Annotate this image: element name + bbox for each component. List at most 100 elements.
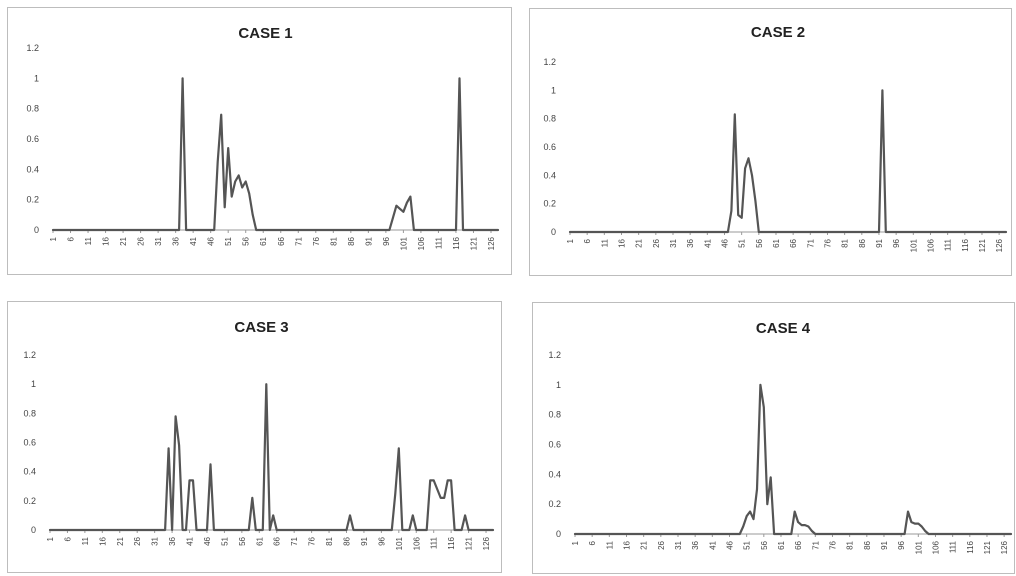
y-tick-label: 1 [556, 380, 561, 390]
chart-title: CASE 1 [238, 25, 292, 42]
x-tick-label: 126 [995, 238, 1004, 252]
y-tick-label: 0 [556, 529, 561, 539]
y-tick-label: 0 [34, 225, 39, 235]
data-point [776, 533, 779, 535]
data-point [279, 529, 281, 531]
x-tick-label: 31 [151, 536, 160, 545]
data-point [455, 229, 457, 231]
data-point [227, 147, 229, 149]
data-point [730, 210, 732, 212]
data-point [761, 231, 763, 233]
x-tick-label: 56 [760, 540, 769, 549]
series-line [568, 89, 1008, 234]
data-point [49, 529, 51, 531]
data-point [345, 529, 348, 531]
data-point [412, 514, 414, 517]
data-point [797, 521, 799, 523]
x-tick-label: 81 [325, 536, 334, 545]
chart-svg: CASE 300.20.40.60.811.21 6 11 16 21 26 31 36 41 4… [23, 319, 495, 550]
x-tick-label: 101 [914, 540, 923, 554]
data-point [450, 479, 452, 482]
y-tick-label: 1.2 [543, 57, 556, 67]
x-tick-label: 86 [347, 236, 356, 245]
x-tick-label: 126 [487, 236, 496, 250]
data-point [174, 415, 177, 417]
x-tick-label: 26 [133, 536, 142, 545]
chart-svg: CASE 400.20.40.60.811.21 6 11 16 21 26 31 36 41 4… [548, 320, 1013, 554]
data-point [251, 497, 253, 499]
data-point [167, 447, 170, 449]
y-tick-label: 0.6 [23, 438, 36, 448]
x-tick-label: 1 [46, 536, 55, 541]
data-point [252, 214, 254, 216]
y-tick-label: 0 [551, 227, 556, 237]
x-tick-label: 16 [622, 540, 631, 549]
data-point [907, 511, 909, 513]
data-point [402, 211, 404, 213]
x-tick-label: 61 [777, 540, 786, 549]
y-tick-label: 0.6 [26, 134, 39, 144]
x-tick-label: 116 [452, 236, 461, 249]
x-tick-label: 76 [828, 540, 837, 549]
x-tick-label: 106 [926, 238, 935, 252]
data-point [413, 229, 415, 231]
data-point [440, 497, 442, 499]
data-point [195, 529, 198, 531]
x-tick-label: 66 [794, 540, 803, 549]
data-point [763, 406, 765, 408]
chart-panel-case-4: CASE 4 0 0.2 0.4 0.6 0.8 1 1.2 1 6 11 16 21 26 31 36 41 4… [532, 302, 1015, 574]
data-point [914, 522, 916, 525]
data-point [770, 476, 772, 478]
data-point [447, 479, 449, 482]
data-point [734, 113, 736, 116]
x-tick-label: 11 [81, 536, 90, 545]
data-point [766, 503, 768, 505]
x-tick-label: 76 [312, 236, 321, 245]
data-point [885, 231, 887, 233]
data-point [756, 488, 758, 490]
x-tick-label: 21 [640, 540, 649, 549]
data-point [409, 196, 412, 198]
data-point [401, 529, 403, 531]
x-tick-label: 116 [961, 238, 970, 251]
x-tick-label: 1 [566, 238, 575, 243]
series-line [48, 383, 495, 532]
x-tick-label: 11 [84, 236, 93, 245]
y-tick-label: 0.8 [23, 408, 36, 418]
data-point [395, 205, 397, 207]
data-point [1005, 231, 1007, 233]
data-point [248, 193, 250, 195]
x-tick-label: 71 [290, 536, 299, 545]
y-tick-label: 0.4 [23, 467, 36, 477]
x-tick-label: 61 [259, 236, 268, 245]
data-point [574, 533, 576, 535]
x-tick-label: 61 [772, 238, 781, 247]
data-point [255, 229, 257, 231]
x-tick-label: 111 [434, 236, 443, 249]
y-tick-label: 0.2 [26, 195, 39, 205]
data-point [921, 525, 923, 528]
x-tick-label: 96 [382, 236, 391, 245]
x-tick-label: 46 [203, 536, 212, 545]
x-tick-label: 121 [469, 236, 478, 250]
chart-title: CASE 3 [234, 319, 288, 336]
x-tick-label: 31 [669, 238, 678, 247]
data-point [878, 231, 880, 233]
x-tick-label: 111 [949, 540, 958, 553]
data-point [910, 521, 913, 523]
x-tick-label: 16 [617, 238, 626, 247]
data-point [881, 89, 884, 91]
data-point [248, 529, 250, 531]
x-tick-label: 26 [137, 236, 146, 245]
x-tick-label: 36 [168, 536, 177, 545]
data-point [903, 533, 906, 535]
x-tick-label: 36 [686, 238, 695, 247]
data-point [398, 447, 400, 449]
y-tick-label: 1 [31, 379, 36, 389]
x-tick-label: 111 [944, 238, 953, 251]
x-tick-label: 11 [605, 540, 614, 549]
chart-svg: CASE 100.20.40.60.811.21 6 11 16 21 26 31 36 41 4… [26, 25, 500, 250]
data-point [811, 530, 813, 532]
data-point [185, 229, 187, 231]
x-tick-label: 66 [273, 536, 282, 545]
